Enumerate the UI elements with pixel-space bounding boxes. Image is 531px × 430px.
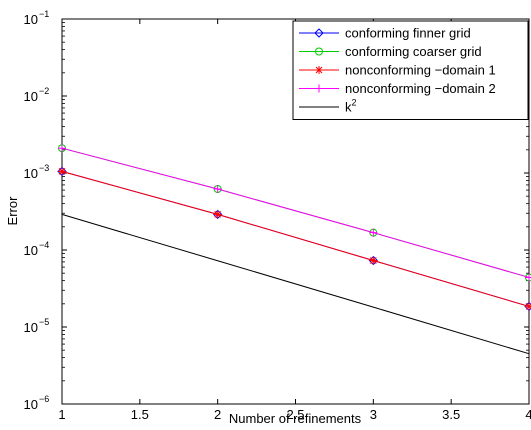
y-tick-label-exponent: −4 <box>39 240 49 250</box>
x-tick-label: 3.5 <box>442 407 460 422</box>
y-tick-label: 10 <box>24 166 38 181</box>
x-axis-label: Number of refinements <box>229 411 362 425</box>
legend-label: conforming finner grid <box>345 26 471 41</box>
data-point <box>369 257 377 265</box>
x-tick-label: 1.5 <box>131 407 149 422</box>
y-tick-label-exponent: −3 <box>39 163 49 173</box>
y-tick-label: 10 <box>24 89 38 104</box>
legend-label: nonconforming −domain 2 <box>345 81 496 96</box>
y-tick-label-exponent: −6 <box>39 394 49 404</box>
y-tick-label-exponent: −5 <box>39 317 49 327</box>
legend-label: nonconforming −domain 1 <box>345 63 496 78</box>
x-tick-label: 1 <box>58 407 65 422</box>
y-tick-label: 10 <box>24 397 38 412</box>
legend-marker <box>315 66 323 74</box>
data-point <box>58 167 66 175</box>
data-point <box>214 210 222 218</box>
legend: conforming finner grid conforming coarser… <box>293 21 528 120</box>
y-tick-label-exponent: −1 <box>39 9 49 19</box>
x-tick-label: 4 <box>525 407 531 422</box>
y-tick-label: 10 <box>24 320 38 335</box>
y-tick-label: 10 <box>24 12 38 27</box>
legend-label-superscript: 2 <box>352 98 357 108</box>
y-tick-label-exponent: −2 <box>39 86 49 96</box>
y-tick-label: 10 <box>24 243 38 258</box>
x-tick-label: 3 <box>370 407 377 422</box>
y-axis-label: Error <box>5 196 20 226</box>
x-tick-label: 2 <box>214 407 221 422</box>
legend-label: conforming coarser grid <box>345 44 482 59</box>
